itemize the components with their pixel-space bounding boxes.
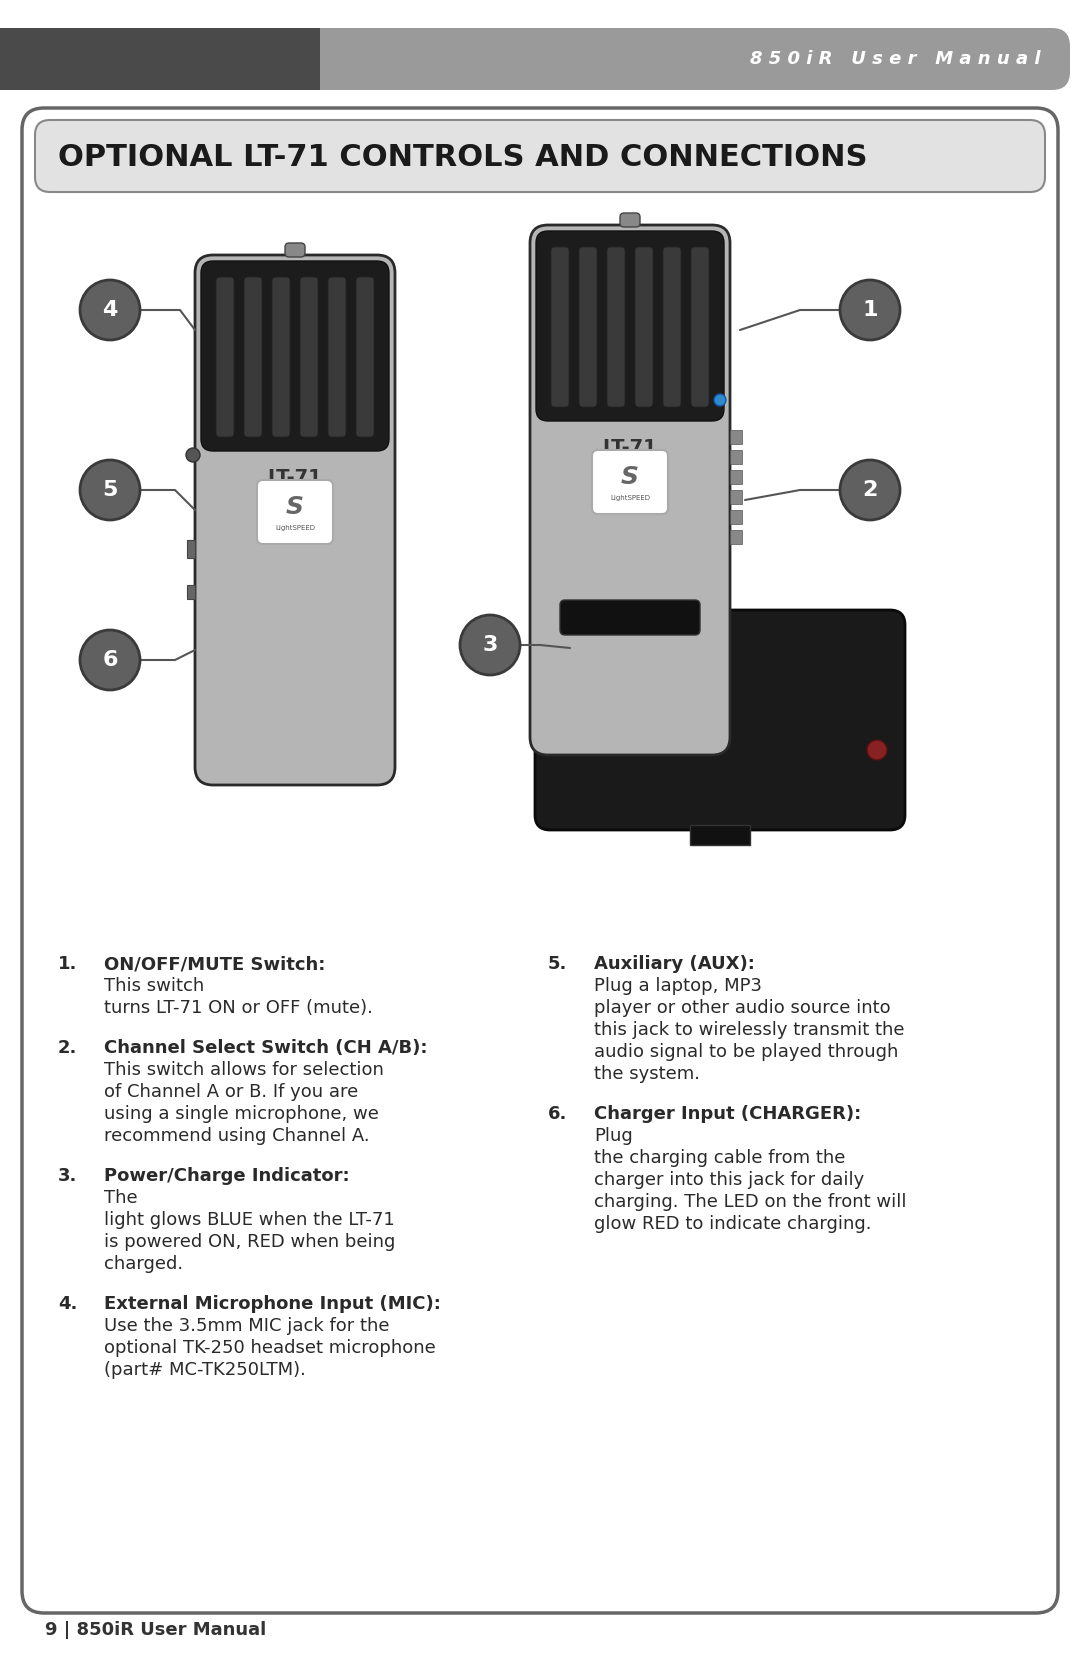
Text: turns LT-71 ON or OFF (mute).: turns LT-71 ON or OFF (mute). [104, 1000, 373, 1016]
FancyBboxPatch shape [300, 277, 318, 437]
FancyBboxPatch shape [244, 277, 262, 437]
Text: External Microphone Input (MIC):: External Microphone Input (MIC): [104, 1295, 441, 1314]
Text: audio signal to be played through: audio signal to be played through [594, 1043, 899, 1061]
FancyBboxPatch shape [0, 28, 310, 90]
Text: Plug: Plug [594, 1127, 633, 1145]
Circle shape [80, 461, 140, 521]
FancyBboxPatch shape [356, 277, 374, 437]
Circle shape [840, 461, 900, 521]
Text: charging. The LED on the front will: charging. The LED on the front will [594, 1193, 906, 1212]
Text: S: S [286, 496, 303, 519]
Text: 1: 1 [862, 300, 878, 320]
FancyBboxPatch shape [635, 247, 653, 407]
Text: Plug a laptop, MP3: Plug a laptop, MP3 [594, 976, 762, 995]
Text: the system.: the system. [594, 1065, 700, 1083]
Text: the charging cable from the: the charging cable from the [594, 1148, 846, 1167]
Text: 6.: 6. [548, 1105, 567, 1123]
Text: 9 | 850iR User Manual: 9 | 850iR User Manual [45, 1621, 267, 1639]
FancyBboxPatch shape [579, 247, 597, 407]
Bar [730, 511, 742, 524]
Text: The: The [104, 1188, 137, 1207]
FancyBboxPatch shape [22, 108, 1058, 1612]
FancyBboxPatch shape [285, 244, 305, 257]
Text: (part# MC-TK250LTM).: (part# MC-TK250LTM). [104, 1360, 306, 1379]
FancyBboxPatch shape [216, 277, 234, 437]
Text: light glows BLUE when the LT-71: light glows BLUE when the LT-71 [104, 1212, 395, 1228]
Bar [690, 824, 750, 845]
Text: Auxiliary (AUX):: Auxiliary (AUX): [594, 955, 755, 973]
Bar [270, 28, 320, 90]
Text: LightSPEED: LightSPEED [610, 496, 650, 501]
Text: player or other audio source into: player or other audio source into [594, 1000, 891, 1016]
Bar [187, 541, 195, 557]
Text: 6: 6 [103, 649, 118, 669]
Text: This switch: This switch [104, 976, 204, 995]
Bar [730, 471, 742, 484]
FancyBboxPatch shape [201, 260, 389, 451]
FancyBboxPatch shape [35, 120, 1045, 192]
FancyBboxPatch shape [551, 247, 569, 407]
FancyBboxPatch shape [663, 247, 681, 407]
Text: 2.: 2. [58, 1040, 78, 1056]
Bar [730, 451, 742, 464]
Text: Channel Select Switch (CH A/B):: Channel Select Switch (CH A/B): [104, 1040, 428, 1056]
FancyBboxPatch shape [561, 599, 700, 634]
Text: LT-71: LT-71 [603, 437, 658, 457]
FancyBboxPatch shape [257, 481, 333, 544]
Text: Use the 3.5mm MIC jack for the: Use the 3.5mm MIC jack for the [104, 1317, 390, 1335]
Text: LT-71: LT-71 [268, 467, 322, 486]
Circle shape [80, 629, 140, 689]
Text: 1.: 1. [58, 955, 78, 973]
Text: S: S [621, 466, 639, 489]
Circle shape [460, 614, 519, 674]
Text: This switch allows for selection: This switch allows for selection [104, 1061, 383, 1078]
Text: LightSPEED: LightSPEED [275, 526, 315, 531]
Text: 4: 4 [103, 300, 118, 320]
Circle shape [80, 280, 140, 340]
Text: 2: 2 [862, 481, 878, 501]
Text: 8 5 0 i R   U s e r   M a n u a l: 8 5 0 i R U s e r M a n u a l [750, 50, 1040, 68]
Text: this jack to wirelessly transmit the: this jack to wirelessly transmit the [594, 1021, 905, 1040]
FancyBboxPatch shape [607, 247, 625, 407]
Text: 5: 5 [103, 481, 118, 501]
Text: glow RED to indicate charging.: glow RED to indicate charging. [594, 1215, 872, 1233]
Bar [187, 586, 195, 599]
Text: 3: 3 [483, 634, 498, 654]
Circle shape [867, 739, 887, 759]
Text: 3.: 3. [58, 1167, 78, 1185]
FancyBboxPatch shape [530, 225, 730, 754]
Text: using a single microphone, we: using a single microphone, we [104, 1105, 379, 1123]
Text: Power/Charge Indicator:: Power/Charge Indicator: [104, 1167, 350, 1185]
FancyBboxPatch shape [536, 230, 724, 421]
FancyBboxPatch shape [620, 214, 640, 227]
Text: charged.: charged. [104, 1255, 184, 1273]
Bar [0, 28, 295, 90]
FancyBboxPatch shape [592, 451, 669, 514]
Bar [730, 491, 742, 504]
Text: 5.: 5. [548, 955, 567, 973]
FancyBboxPatch shape [272, 277, 291, 437]
Bar [730, 431, 742, 444]
Circle shape [840, 280, 900, 340]
Text: 4.: 4. [58, 1295, 78, 1314]
Text: of Channel A or B. If you are: of Channel A or B. If you are [104, 1083, 359, 1102]
Circle shape [714, 394, 726, 406]
Circle shape [186, 447, 200, 462]
FancyBboxPatch shape [328, 277, 346, 437]
Text: optional TK-250 headset microphone: optional TK-250 headset microphone [104, 1339, 435, 1357]
Text: is powered ON, RED when being: is powered ON, RED when being [104, 1233, 395, 1252]
Text: charger into this jack for daily: charger into this jack for daily [594, 1172, 864, 1188]
Text: ON/OFF/MUTE Switch:: ON/OFF/MUTE Switch: [104, 955, 325, 973]
FancyBboxPatch shape [691, 247, 708, 407]
FancyBboxPatch shape [535, 609, 905, 829]
Text: recommend using Channel A.: recommend using Channel A. [104, 1127, 369, 1145]
FancyBboxPatch shape [21, 28, 1070, 90]
FancyBboxPatch shape [195, 255, 395, 784]
Text: Charger Input (CHARGER):: Charger Input (CHARGER): [594, 1105, 861, 1123]
Text: OPTIONAL LT-71 CONTROLS AND CONNECTIONS: OPTIONAL LT-71 CONTROLS AND CONNECTIONS [58, 142, 867, 172]
Bar [730, 531, 742, 544]
